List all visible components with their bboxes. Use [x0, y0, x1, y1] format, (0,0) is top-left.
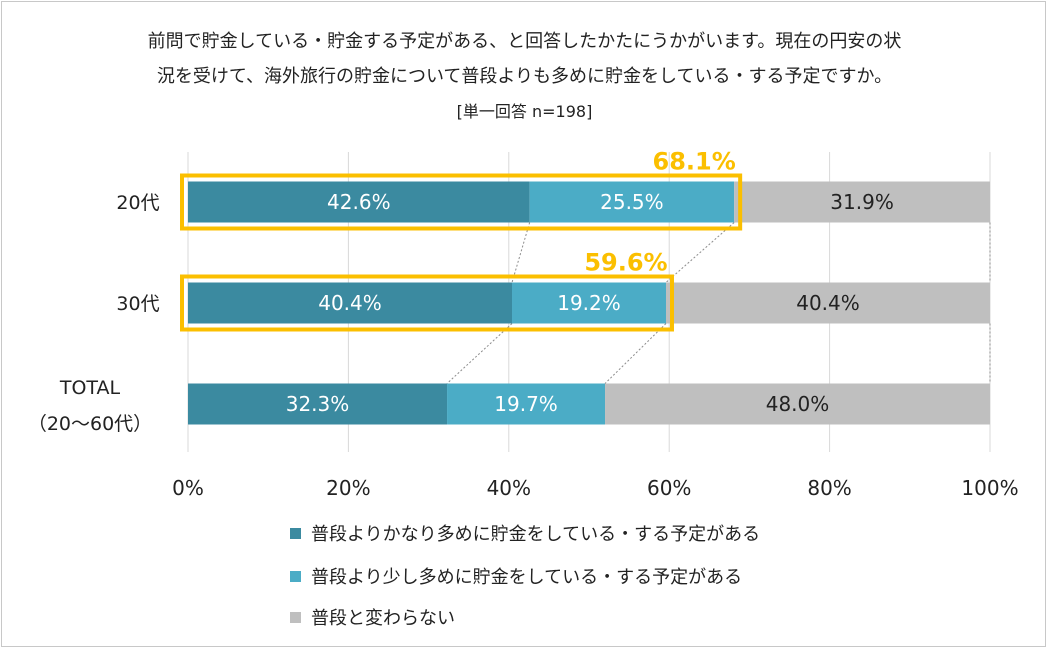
bar-segment	[529, 181, 735, 223]
x-tick-label: 80%	[807, 476, 851, 500]
legend-swatch	[290, 611, 301, 623]
legend-label: 普段と変わらない	[311, 608, 455, 629]
category-sublabel: （20～60代）	[28, 413, 152, 435]
highlight-box	[180, 274, 674, 332]
bar-value-label: 48.0%	[766, 392, 830, 416]
bar-segment	[188, 181, 530, 223]
highlight-total-label: 59.6%	[584, 249, 667, 277]
category-label: 20代	[116, 192, 159, 214]
bar-segment	[188, 383, 448, 425]
chart-title-line1: 前問で貯金している・貯金する予定がある、と回答したかたにうかがいます。現在の円安…	[147, 31, 902, 52]
category-label: TOTAL	[59, 377, 121, 399]
bar-value-label: 25.5%	[600, 190, 664, 214]
legend-item-much-more: 普段よりかなり多めに貯金をしている・する予定がある	[290, 520, 760, 546]
x-tick-label: 40%	[487, 476, 531, 500]
bar-value-label: 40.4%	[318, 291, 382, 315]
bar-segment	[734, 181, 990, 223]
category-label: 30代	[116, 293, 159, 315]
bar-value-label: 40.4%	[796, 291, 860, 315]
connector-line	[446, 323, 513, 384]
bar-segment	[188, 282, 513, 324]
bar-value-label: 19.7%	[494, 392, 558, 416]
connector-line	[511, 222, 531, 283]
bar-value-label: 42.6%	[327, 190, 391, 214]
bar-segment	[665, 282, 990, 324]
bar-value-label: 32.3%	[286, 392, 350, 416]
connector-line	[604, 323, 667, 384]
highlight-box	[180, 173, 743, 231]
bar-segment	[447, 383, 606, 425]
legend-label: 普段より少し多めに貯金をしている・する予定がある	[311, 567, 743, 588]
bar-value-label: 19.2%	[557, 291, 621, 315]
legend-label: 普段よりかなり多めに貯金をしている・する予定がある	[311, 524, 761, 545]
legend-swatch	[290, 570, 301, 582]
legend-item-unchanged: 普段と変わらない	[290, 604, 455, 630]
bar-value-label: 31.9%	[830, 190, 894, 214]
x-tick-label: 100%	[961, 476, 1018, 500]
highlight-total-label: 68.1%	[653, 148, 736, 176]
x-tick-label: 0%	[172, 476, 204, 500]
x-tick-label: 60%	[647, 476, 691, 500]
chart-subtitle: [単一回答 n=198]	[456, 102, 593, 121]
connector-line	[665, 222, 735, 283]
bar-segment	[512, 282, 666, 324]
chart-title-line2: 況を受けて、海外旅行の貯金について普段よりも多めに貯金をしている・する予定ですか…	[156, 66, 893, 87]
legend-item-slightly-more: 普段より少し多めに貯金をしている・する予定がある	[290, 563, 742, 589]
x-tick-label: 20%	[326, 476, 370, 500]
legend-swatch	[290, 527, 301, 539]
bar-segment	[605, 383, 990, 425]
